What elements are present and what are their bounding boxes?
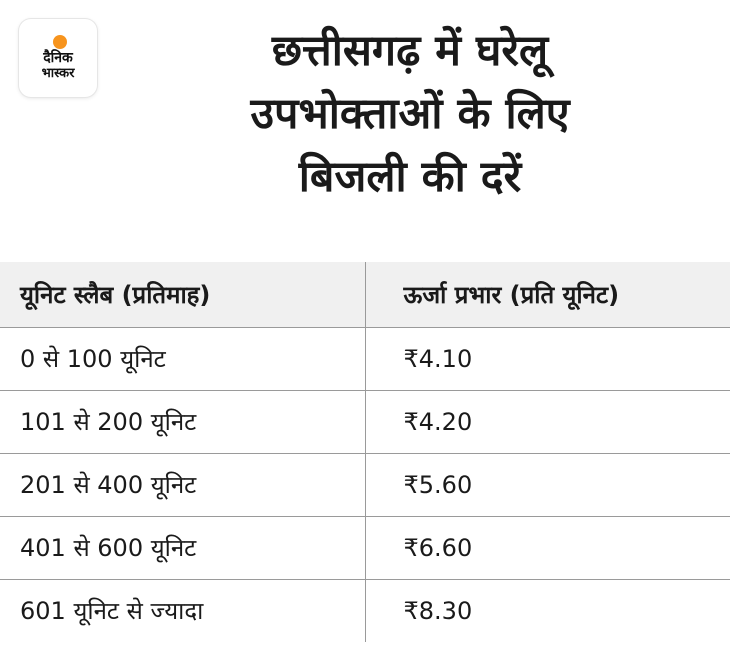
unit-slab-cell: 101 से 200 यूनिट [0, 390, 365, 454]
unit-slab-cell: 0 से 100 यूनिट [0, 327, 365, 391]
header-unit-slab: यूनिट स्लैब (प्रतिमाह) [0, 262, 365, 328]
sun-icon [53, 35, 67, 49]
header-energy-charge: ऊर्जा प्रभार (प्रति यूनिट) [364, 262, 730, 328]
rate-cell: ₹4.10 [364, 327, 730, 391]
logo-text-line1: दैनिक [43, 49, 73, 66]
unit-slab-cell: 601 यूनिट से ज्यादा [20, 597, 204, 626]
rate-cell: ₹8.30 [364, 579, 730, 642]
table-row: 101 से 200 यूनिट ₹4.20 [0, 390, 730, 454]
table-row: 0 से 100 यूनिट ₹4.10 [0, 327, 730, 391]
page-title: छत्तीसगढ़ में घरेलू उपभोक्ताओं के लिए बि… [110, 20, 710, 209]
logo-text-line2: भास्कर [41, 65, 75, 81]
title-line-2: उपभोक्ताओं के लिए [250, 89, 570, 139]
table-header-row: यूनिट स्लैब (प्रतिमाह) ऊर्जा प्रभार (प्र… [0, 262, 730, 328]
rate-cell: ₹6.60 [364, 516, 730, 580]
table-row: 401 से 600 यूनिट ₹6.60 [0, 516, 730, 580]
table-row: 201 से 400 यूनिट ₹5.60 [0, 453, 730, 517]
rate-cell: ₹4.20 [364, 390, 730, 454]
unit-slab-cell: 401 से 600 यूनिट [0, 516, 365, 580]
brand-logo: दैनिक भास्कर [19, 19, 97, 97]
rate-cell: ₹5.60 [364, 453, 730, 517]
title-line-3: बिजली की दरें [298, 152, 522, 202]
unit-slab-cell: 201 से 400 यूनिट [0, 453, 365, 517]
tariff-table: यूनिट स्लैब (प्रतिमाह) ऊर्जा प्रभार (प्र… [0, 262, 730, 642]
title-line-1: छत्तीसगढ़ में घरेलू [271, 26, 549, 76]
table-row: 601 यूनिट से ज्यादा ₹8.30 [0, 579, 730, 642]
